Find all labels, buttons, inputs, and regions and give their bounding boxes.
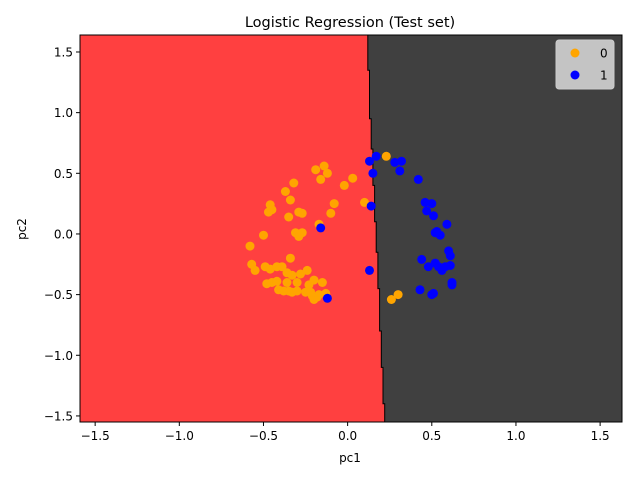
data-point-class-0	[316, 174, 326, 184]
x-tick-label: 1.0	[506, 429, 525, 443]
data-point-class-1	[365, 265, 374, 275]
data-point-class-0	[339, 180, 349, 190]
data-point-class-1	[413, 174, 423, 184]
x-axis: −1.5 −1.0 −0.5 0.0 0.5 1.0 1.5	[81, 422, 610, 443]
data-point-class-0	[259, 230, 268, 240]
y-axis: −1.5 −1.0 −0.5 0.0 0.5 1.0 1.5	[44, 45, 80, 423]
data-point-class-0	[280, 187, 290, 196]
data-point-class-1	[390, 157, 400, 167]
data-point-class-1	[368, 168, 378, 178]
legend-marker-0	[570, 48, 580, 58]
data-point-class-0	[272, 276, 282, 286]
data-point-class-1	[371, 151, 381, 161]
data-point-class-0	[289, 178, 299, 188]
data-point-class-0	[292, 286, 302, 296]
data-point-class-1	[316, 223, 326, 233]
data-point-class-0	[287, 270, 297, 280]
x-tick-label: −1.5	[81, 429, 110, 443]
data-point-class-0	[285, 195, 295, 205]
y-tick-label: −1.0	[44, 349, 73, 363]
data-point-class-0	[296, 269, 305, 279]
data-point-class-1	[365, 156, 374, 166]
data-point-class-0	[282, 278, 292, 287]
data-point-class-0	[292, 278, 302, 287]
y-tick-label: 1.5	[54, 45, 73, 59]
data-point-class-0	[285, 253, 295, 263]
data-point-class-1	[442, 219, 452, 229]
data-point-class-1	[395, 166, 405, 176]
y-tick-label: 0.5	[54, 167, 73, 181]
y-tick-label: 0.0	[54, 227, 73, 241]
data-point-class-0	[348, 173, 358, 183]
data-point-class-0	[277, 262, 287, 272]
data-point-class-1	[445, 261, 455, 270]
data-point-class-1	[366, 201, 376, 211]
legend-box	[555, 39, 615, 90]
legend-marker-1	[570, 70, 580, 80]
data-point-class-1	[415, 285, 425, 295]
data-point-class-1	[427, 290, 437, 300]
legend-label-1: 1	[600, 69, 608, 83]
data-point-class-0	[326, 208, 336, 218]
legend-label-0: 0	[600, 47, 608, 61]
data-point-class-0	[317, 278, 327, 287]
y-tick-label: 1.0	[54, 106, 73, 120]
data-point-class-0	[386, 295, 396, 304]
data-point-class-0	[309, 275, 319, 285]
data-point-class-1	[422, 206, 432, 216]
data-point-class-0	[311, 165, 321, 175]
data-point-class-1	[420, 197, 430, 207]
data-point-class-0	[297, 228, 307, 238]
data-point-class-0	[245, 241, 255, 251]
y-axis-label: pc2	[15, 218, 29, 240]
axes-frame	[79, 34, 623, 423]
x-tick-label: −1.0	[165, 429, 194, 443]
legend: 0 1	[555, 39, 615, 90]
data-point-class-0	[381, 151, 391, 161]
y-tick-label: −1.5	[44, 409, 73, 423]
decision-boundary	[367, 35, 386, 422]
data-point-class-0	[284, 212, 294, 222]
data-point-class-1	[429, 211, 438, 221]
data-point-class-0	[360, 197, 369, 207]
data-point-class-0	[302, 265, 312, 275]
data-point-class-1	[423, 262, 433, 272]
data-point-class-0	[250, 265, 260, 275]
decision-region-0	[80, 35, 385, 422]
x-tick-label: 0.0	[338, 429, 357, 443]
data-point-class-0	[393, 290, 403, 300]
data-point-class-1	[445, 251, 455, 261]
data-point-class-1	[427, 199, 437, 209]
decision-region-1	[367, 35, 622, 422]
decision-regions	[80, 35, 622, 422]
data-point-class-1	[322, 293, 332, 303]
data-point-class-1	[397, 156, 406, 166]
data-point-class-1	[417, 254, 427, 264]
data-point-class-0	[322, 168, 332, 178]
data-point-class-0	[314, 290, 324, 300]
data-point-class-1	[447, 280, 457, 290]
data-point-class-0	[267, 205, 277, 215]
x-tick-label: 1.5	[591, 429, 610, 443]
chart-title: Logistic Regression (Test set)	[245, 15, 455, 31]
data-point-class-0	[297, 208, 307, 218]
data-point-class-0	[329, 199, 339, 209]
data-point-class-0	[319, 161, 329, 171]
x-axis-label: pc1	[339, 451, 361, 465]
data-point-class-1	[430, 228, 440, 238]
x-tick-label: 0.5	[422, 429, 441, 443]
x-tick-label: −0.5	[249, 429, 278, 443]
data-points	[245, 151, 457, 304]
y-tick-label: −0.5	[44, 288, 73, 302]
